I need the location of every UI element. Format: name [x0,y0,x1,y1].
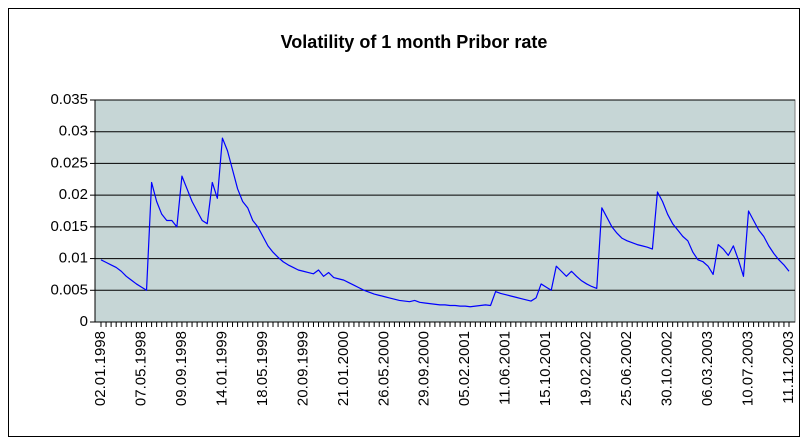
x-tick-label: 09.09.1998 [173,331,190,406]
x-tick-label: 20.09.1999 [294,331,311,406]
x-tick-label: 26.05.2000 [375,331,392,406]
x-tick-label: 07.05.1998 [132,331,149,406]
y-tick-label: 0.01 [59,250,88,267]
chart-title: Volatility of 1 month Pribor rate [281,32,548,52]
plot-area [94,99,796,323]
series-line [100,137,790,308]
x-tick-label: 14.01.1999 [213,331,230,406]
y-tick-label: 0.005 [50,281,88,298]
y-tick-label: 0.025 [50,154,88,171]
x-tick-label: 30.10.2002 [659,331,676,406]
x-tick-label: 18.05.1999 [254,331,271,406]
x-tick-label: 21.01.2000 [335,331,352,406]
y-tick-label: 0.035 [50,91,88,108]
x-tick-label: 11.06.2001 [497,331,514,405]
y-tick-label: 0.02 [59,186,88,203]
y-tick-label: 0.03 [59,123,88,140]
x-tick-label: 06.03.2003 [699,331,716,406]
y-tick-label: 0.015 [50,218,88,235]
x-tick-label: 11.11.2003 [780,331,797,404]
y-tick-label: 0 [80,313,88,330]
x-tick-label: 15.10.2001 [537,331,554,406]
x-tick-label: 02.01.1998 [92,331,109,406]
x-tick-label: 10.07.2003 [739,331,756,406]
x-tick-label: 05.02.2001 [456,331,473,406]
x-tick-label: 25.06.2002 [618,331,635,406]
x-tick-label: 29.09.2000 [416,331,433,406]
x-tick-label: 19.02.2002 [578,331,595,406]
